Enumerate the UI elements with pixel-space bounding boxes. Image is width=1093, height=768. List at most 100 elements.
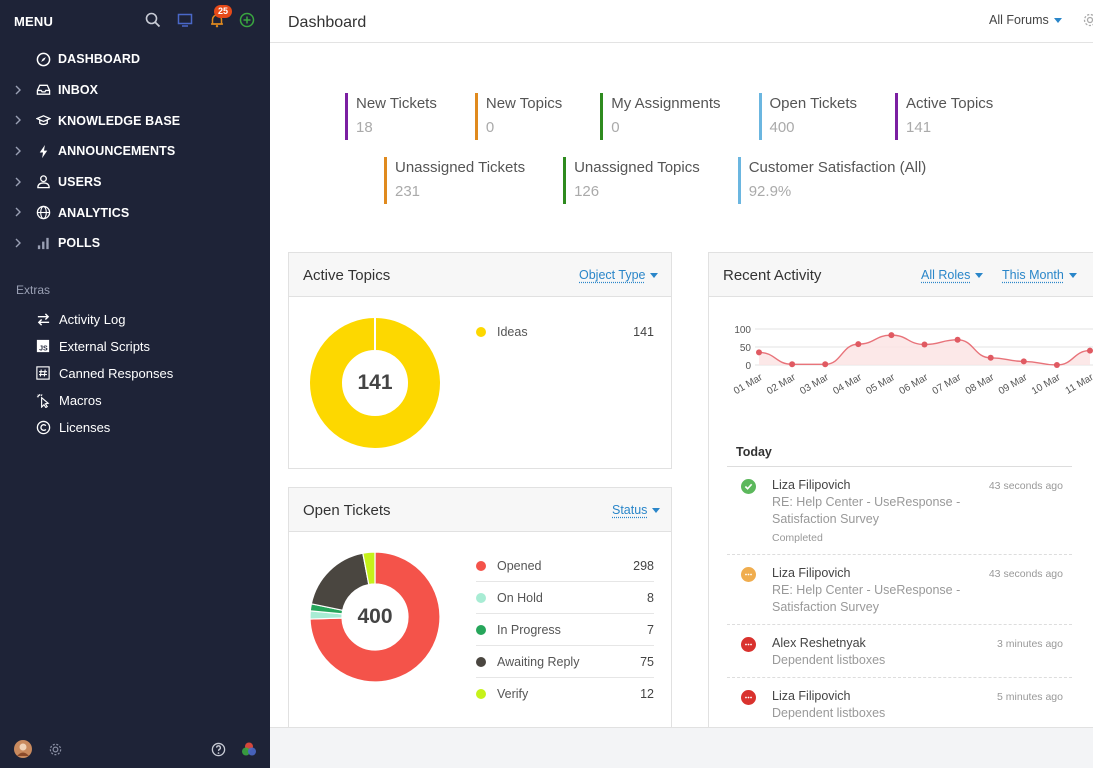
activity-item[interactable]: Liza Filipovich Dependent listboxes 5 minu… [727, 678, 1072, 731]
card-header: Active Topics Object Type [289, 253, 671, 297]
sidebar-item-label: ANNOUNCEMENTS [58, 144, 176, 159]
legend-label: In Progress [497, 623, 561, 637]
status-filter[interactable]: Status [612, 503, 661, 517]
activity-subject[interactable]: Dependent listboxes [772, 653, 886, 667]
sidebar-item-label: ANALYTICS [58, 205, 130, 220]
menu-title: MENU [14, 14, 54, 29]
activity-author[interactable]: Liza Filipovich [772, 689, 851, 703]
legend-row[interactable]: Opened 298 [476, 550, 654, 582]
activity-item[interactable]: Liza Filipovich RE: Help Center - UseResp… [727, 555, 1072, 625]
forum-filter-dropdown[interactable]: All Forums [989, 13, 1062, 27]
gear-icon[interactable] [46, 740, 64, 758]
extras-list: Activity Log JS External Scripts Canned … [0, 306, 270, 441]
sidebar-item-knowledge-base[interactable]: KNOWLEDGE BASE [0, 105, 270, 136]
legend-row[interactable]: Awaiting Reply 75 [476, 646, 654, 678]
data-point[interactable] [1087, 347, 1093, 354]
extras-item-label: Activity Log [59, 312, 126, 327]
activity-author[interactable]: Alex Reshetnyak [772, 636, 866, 650]
stat-active-topics[interactable]: Active Topics 141 [895, 93, 993, 140]
activity-subject[interactable]: RE: Help Center - UseResponse - Satisfac… [772, 495, 961, 526]
stat-customer-satisfaction[interactable]: Customer Satisfaction (All) 92.9% [737, 157, 926, 204]
lightning-icon [35, 143, 51, 159]
data-point[interactable] [954, 336, 961, 343]
data-point[interactable] [855, 341, 862, 348]
data-point[interactable] [888, 332, 895, 339]
legend-row[interactable]: In Progress 7 [476, 614, 654, 646]
data-point[interactable] [756, 349, 762, 356]
stat-new-topics[interactable]: New Topics 0 [474, 93, 563, 140]
sidebar-item-dashboard[interactable]: DASHBOARD [0, 44, 270, 75]
stat-bar [758, 93, 762, 140]
activity-timestamp: 3 minutes ago [997, 638, 1063, 650]
x-tick-label: 10 Mar [1030, 372, 1063, 397]
legend-row[interactable]: On Hold 8 [476, 582, 654, 614]
object-type-filter[interactable]: Object Type [579, 268, 659, 282]
settings-gear-icon[interactable] [1082, 12, 1093, 28]
y-tick-label: 0 [745, 361, 751, 372]
check-circle-icon [741, 479, 756, 494]
search-icon[interactable] [144, 11, 162, 29]
data-point[interactable] [1053, 362, 1060, 368]
brand-logo-icon[interactable] [240, 740, 258, 758]
donut-slice[interactable] [310, 552, 370, 612]
stat-label: My Assignments [611, 95, 721, 112]
stat-new-tickets[interactable]: New Tickets 18 [345, 93, 437, 140]
bottom-strip [270, 727, 1093, 768]
monitor-icon[interactable] [176, 11, 194, 29]
sidebar-item-users[interactable]: USERS [0, 167, 270, 198]
card-title: Active Topics [303, 267, 391, 284]
avatar[interactable] [14, 740, 32, 758]
legend-count: 7 [647, 623, 654, 637]
x-tick-label: 01 Mar [732, 372, 765, 397]
open-tickets-donut-chart [309, 551, 441, 683]
activity-subject[interactable]: Dependent listboxes [772, 706, 886, 720]
legend-count: 12 [640, 687, 654, 701]
period-filter[interactable]: This Month [1002, 268, 1077, 282]
legend-row[interactable]: Ideas 141 [476, 316, 654, 348]
stat-bar [384, 157, 387, 204]
activity-item[interactable]: Alex Reshetnyak Dependent listboxes 3 minu… [727, 625, 1072, 678]
data-point[interactable] [921, 341, 928, 348]
legend-label: Awaiting Reply [497, 655, 580, 669]
activity-author[interactable]: Liza Filipovich [772, 478, 851, 492]
extras-item-activity-log[interactable]: Activity Log [0, 306, 270, 333]
active-topics-legend: Ideas 141 [476, 316, 654, 348]
sidebar-item-polls[interactable]: POLLS [0, 228, 270, 259]
stat-my-assignments[interactable]: My Assignments 0 [600, 93, 721, 140]
extras-item-macros[interactable]: Macros [0, 387, 270, 414]
x-tick-label: 02 Mar [765, 372, 798, 397]
filter-label: This Month [1002, 268, 1064, 282]
donut-slice[interactable] [362, 551, 376, 586]
data-point[interactable] [1020, 358, 1027, 365]
stat-label: New Topics [485, 95, 563, 112]
main-content: Dashboard All Forums New Tickets 18 New … [270, 0, 1093, 768]
extras-item-external-scripts[interactable]: JS External Scripts [0, 333, 270, 360]
stat-bar [474, 93, 478, 140]
roles-filter[interactable]: All Roles [921, 268, 984, 282]
card-header: Open Tickets Status [289, 488, 671, 532]
svg-text:JS: JS [39, 345, 48, 352]
sidebar-item-announcements[interactable]: ANNOUNCEMENTS [0, 136, 270, 167]
help-icon[interactable] [209, 740, 227, 758]
stat-bar [563, 157, 567, 204]
stat-open-tickets[interactable]: Open Tickets 400 [758, 93, 857, 140]
extras-item-licenses[interactable]: Licenses [0, 414, 270, 441]
sidebar-item-inbox[interactable]: INBOX [0, 75, 270, 106]
cursor-click-icon [35, 392, 51, 408]
add-circle-icon[interactable] [238, 11, 256, 29]
activity-item[interactable]: Liza Filipovich RE: Help Center - UseResp… [727, 467, 1072, 555]
legend-label: Opened [497, 559, 542, 573]
data-point[interactable] [789, 361, 796, 368]
x-tick-label: 08 Mar [964, 372, 997, 397]
donut-slice[interactable] [309, 551, 441, 683]
stat-unassigned-tickets[interactable]: Unassigned Tickets 231 [384, 157, 525, 204]
activity-subject[interactable]: RE: Help Center - UseResponse - Satisfac… [772, 583, 961, 614]
activity-author[interactable]: Liza Filipovich [772, 566, 851, 580]
legend-row[interactable]: Verify 12 [476, 678, 654, 710]
extras-item-canned-responses[interactable]: Canned Responses [0, 360, 270, 387]
sidebar-item-analytics[interactable]: ANALYTICS [0, 197, 270, 228]
stat-unassigned-topics[interactable]: Unassigned Topics 126 [563, 157, 700, 204]
data-point[interactable] [987, 354, 994, 361]
stat-value: 0 [485, 119, 495, 136]
data-point[interactable] [822, 361, 829, 368]
